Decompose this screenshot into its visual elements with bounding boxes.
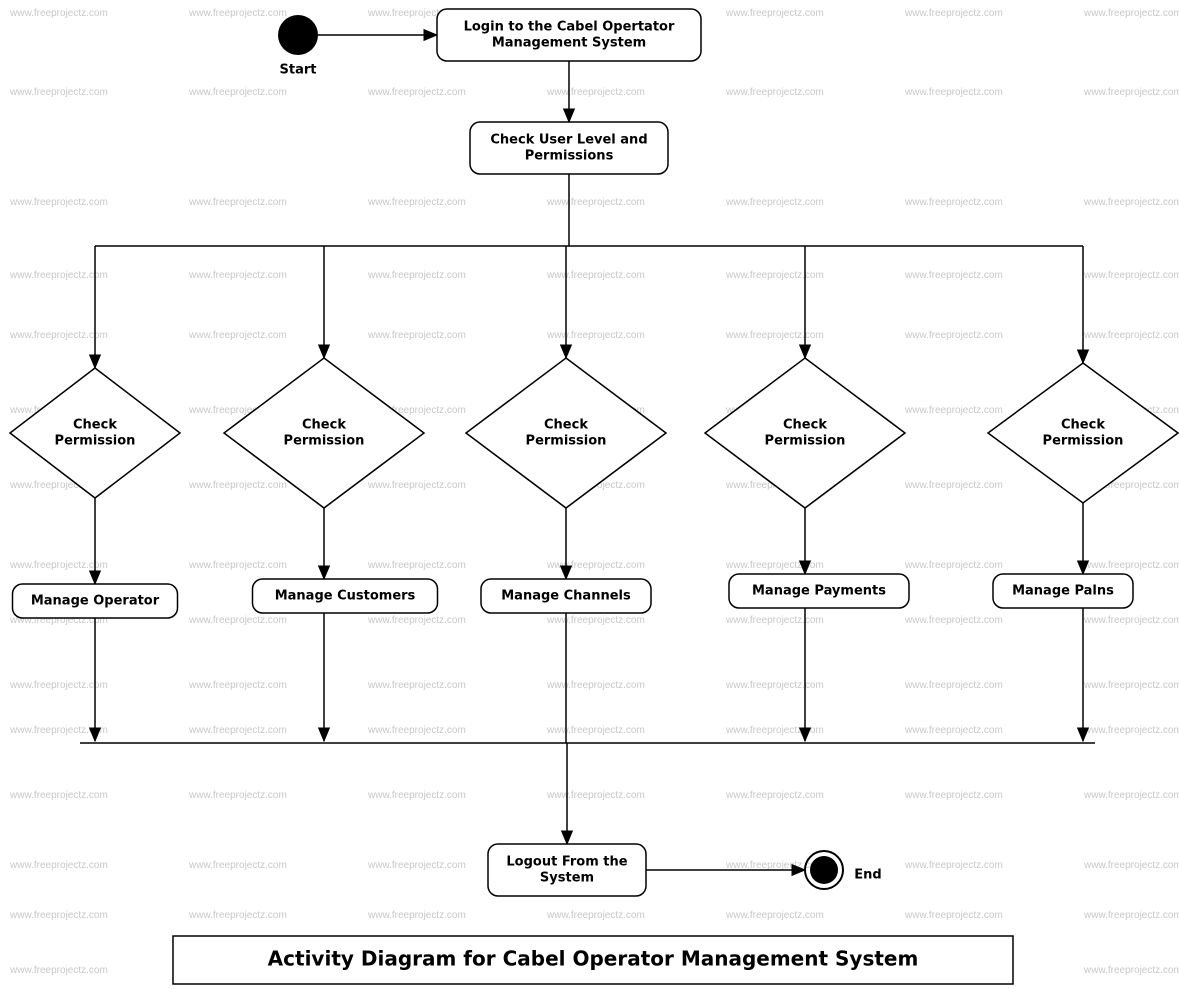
- end_label: End: [854, 868, 881, 883]
- start_label: Start: [280, 63, 317, 78]
- dec3-label: Check: [544, 417, 588, 432]
- act1-label: Manage Operator: [31, 594, 160, 609]
- login-label: Login to the Cabel Opertator: [464, 19, 675, 34]
- act3-label: Manage Channels: [501, 589, 631, 604]
- end_dot: [810, 856, 838, 884]
- dec2-label: Permission: [284, 434, 365, 449]
- check_user-label: Permissions: [525, 149, 614, 164]
- login-label: Management System: [492, 36, 646, 51]
- dec1-label: Check: [73, 417, 117, 432]
- dec1-label: Permission: [55, 434, 136, 449]
- start_dot: [278, 15, 318, 55]
- activity-diagram: Start End Activity Diagram for Cabel Opera…: [0, 0, 1179, 989]
- act5-label: Manage Palns: [1012, 584, 1114, 599]
- check_user-label: Check User Level and: [490, 132, 647, 147]
- act2-label: Manage Customers: [275, 589, 416, 604]
- dec2-label: Check: [302, 417, 346, 432]
- dec3-label: Permission: [526, 434, 607, 449]
- title_box-label: Activity Diagram for Cabel Operator Mana…: [268, 947, 919, 971]
- dec5-label: Permission: [1043, 434, 1124, 449]
- dec4-label: Permission: [765, 434, 846, 449]
- dec4-label: Check: [783, 417, 827, 432]
- logout-label: System: [540, 871, 594, 886]
- dec5-label: Check: [1061, 417, 1105, 432]
- logout-label: Logout From the: [506, 854, 627, 869]
- act4-label: Manage Payments: [752, 584, 886, 599]
